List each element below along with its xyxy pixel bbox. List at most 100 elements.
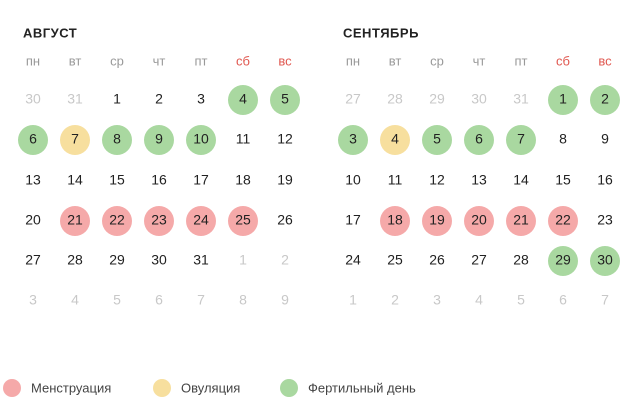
day: 6 — [559, 292, 567, 308]
day: 31 — [67, 91, 83, 107]
day: 3 — [29, 292, 37, 308]
day: 10 — [345, 172, 361, 188]
day-marker — [270, 85, 300, 115]
weekday: пн — [346, 53, 360, 68]
day-marker — [186, 206, 216, 236]
day: 27 — [25, 252, 41, 268]
day-marker — [380, 125, 410, 155]
weekday: чт — [153, 53, 166, 68]
day: 28 — [513, 252, 529, 268]
day: 31 — [193, 252, 209, 268]
day: 28 — [67, 252, 83, 268]
day-marker — [102, 206, 132, 236]
day: 7 — [197, 292, 205, 308]
day: 5 — [281, 91, 289, 107]
day-marker — [144, 125, 174, 155]
day: 5 — [433, 131, 441, 147]
day: 2 — [391, 292, 399, 308]
day: 8 — [559, 131, 567, 147]
day: 18 — [387, 212, 403, 228]
day: 19 — [429, 212, 445, 228]
month-title: АВГУСТ — [23, 25, 77, 40]
day: 30 — [471, 91, 487, 107]
day: 21 — [513, 212, 529, 228]
day: 22 — [109, 212, 125, 228]
day: 17 — [345, 212, 361, 228]
day: 3 — [197, 91, 205, 107]
legend-label: Фертильный день — [308, 380, 416, 395]
day: 18 — [235, 172, 251, 188]
day: 17 — [193, 172, 209, 188]
day: 11 — [388, 172, 403, 188]
day: 15 — [555, 172, 571, 188]
day: 1 — [349, 292, 357, 308]
day: 29 — [109, 252, 125, 268]
day: 30 — [25, 91, 41, 107]
day: 2 — [281, 252, 289, 268]
day-marker — [228, 206, 258, 236]
day-marker — [422, 125, 452, 155]
day: 1 — [113, 91, 121, 107]
day: 5 — [113, 292, 121, 308]
day: 27 — [345, 91, 361, 107]
day: 30 — [151, 252, 167, 268]
day: 11 — [236, 131, 251, 147]
day-marker — [380, 206, 410, 236]
day: 4 — [391, 131, 399, 147]
weekday: вс — [598, 53, 612, 68]
weekday: чт — [473, 53, 486, 68]
day: 25 — [387, 252, 403, 268]
day-marker — [144, 206, 174, 236]
day: 9 — [155, 131, 163, 147]
day: 7 — [71, 131, 79, 147]
weekday: ср — [430, 53, 444, 68]
weekday: вт — [389, 53, 402, 68]
day-marker — [102, 125, 132, 155]
day-marker — [590, 85, 620, 115]
legend-swatch — [153, 379, 171, 397]
day: 6 — [29, 131, 37, 147]
day: 6 — [475, 131, 483, 147]
day: 22 — [555, 212, 571, 228]
day-marker — [464, 125, 494, 155]
day-marker — [506, 206, 536, 236]
day-marker — [590, 246, 620, 276]
day: 16 — [597, 172, 613, 188]
day: 20 — [471, 212, 487, 228]
day: 7 — [601, 292, 609, 308]
weekday: сб — [556, 53, 570, 68]
day: 12 — [429, 172, 445, 188]
day: 6 — [155, 292, 163, 308]
day: 31 — [513, 91, 529, 107]
day: 24 — [345, 252, 361, 268]
day: 14 — [513, 172, 529, 188]
day: 5 — [517, 292, 525, 308]
weekday: ср — [110, 53, 124, 68]
weekday: пт — [195, 53, 208, 68]
day: 3 — [433, 292, 441, 308]
day: 2 — [155, 91, 163, 107]
day: 29 — [429, 91, 445, 107]
day-marker — [548, 246, 578, 276]
day: 4 — [71, 292, 79, 308]
day: 26 — [277, 212, 293, 228]
day: 13 — [25, 172, 41, 188]
day: 20 — [25, 212, 41, 228]
day: 23 — [151, 212, 167, 228]
weekday: вт — [69, 53, 82, 68]
day: 13 — [471, 172, 487, 188]
day: 1 — [559, 91, 567, 107]
day-marker — [60, 206, 90, 236]
day: 29 — [555, 252, 571, 268]
legend-swatch — [280, 379, 298, 397]
day: 24 — [193, 212, 209, 228]
day: 27 — [471, 252, 487, 268]
day: 12 — [277, 131, 293, 147]
legend-swatch — [3, 379, 21, 397]
day-marker — [422, 206, 452, 236]
legend-label: Менструация — [31, 380, 111, 395]
day-marker — [548, 85, 578, 115]
day: 25 — [235, 212, 251, 228]
day: 9 — [601, 131, 609, 147]
